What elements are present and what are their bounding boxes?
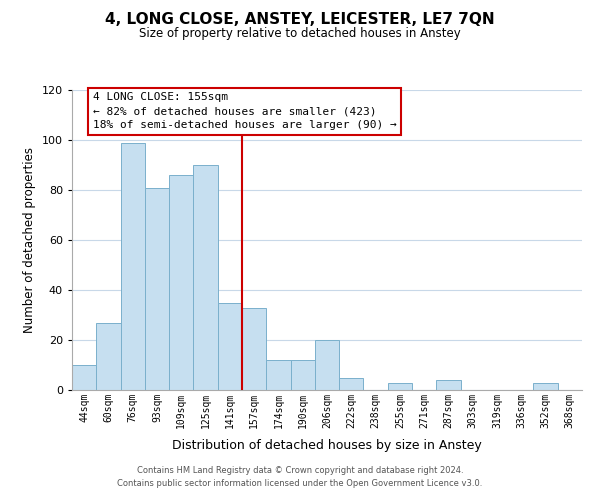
Text: 4 LONG CLOSE: 155sqm
← 82% of detached houses are smaller (423)
18% of semi-deta: 4 LONG CLOSE: 155sqm ← 82% of detached h…	[92, 92, 397, 130]
Bar	[290, 360, 315, 390]
Text: 4, LONG CLOSE, ANSTEY, LEICESTER, LE7 7QN: 4, LONG CLOSE, ANSTEY, LEICESTER, LE7 7Q…	[105, 12, 495, 28]
Bar	[242, 308, 266, 390]
Bar	[339, 378, 364, 390]
Bar	[388, 382, 412, 390]
Bar	[193, 165, 218, 390]
Bar	[96, 322, 121, 390]
Bar	[145, 188, 169, 390]
Y-axis label: Number of detached properties: Number of detached properties	[23, 147, 36, 333]
Bar	[315, 340, 339, 390]
Bar	[72, 365, 96, 390]
Bar	[121, 142, 145, 390]
Text: Size of property relative to detached houses in Anstey: Size of property relative to detached ho…	[139, 28, 461, 40]
Bar	[436, 380, 461, 390]
Bar	[266, 360, 290, 390]
Text: Contains HM Land Registry data © Crown copyright and database right 2024.
Contai: Contains HM Land Registry data © Crown c…	[118, 466, 482, 487]
Bar	[218, 302, 242, 390]
Bar	[169, 175, 193, 390]
X-axis label: Distribution of detached houses by size in Anstey: Distribution of detached houses by size …	[172, 439, 482, 452]
Bar	[533, 382, 558, 390]
